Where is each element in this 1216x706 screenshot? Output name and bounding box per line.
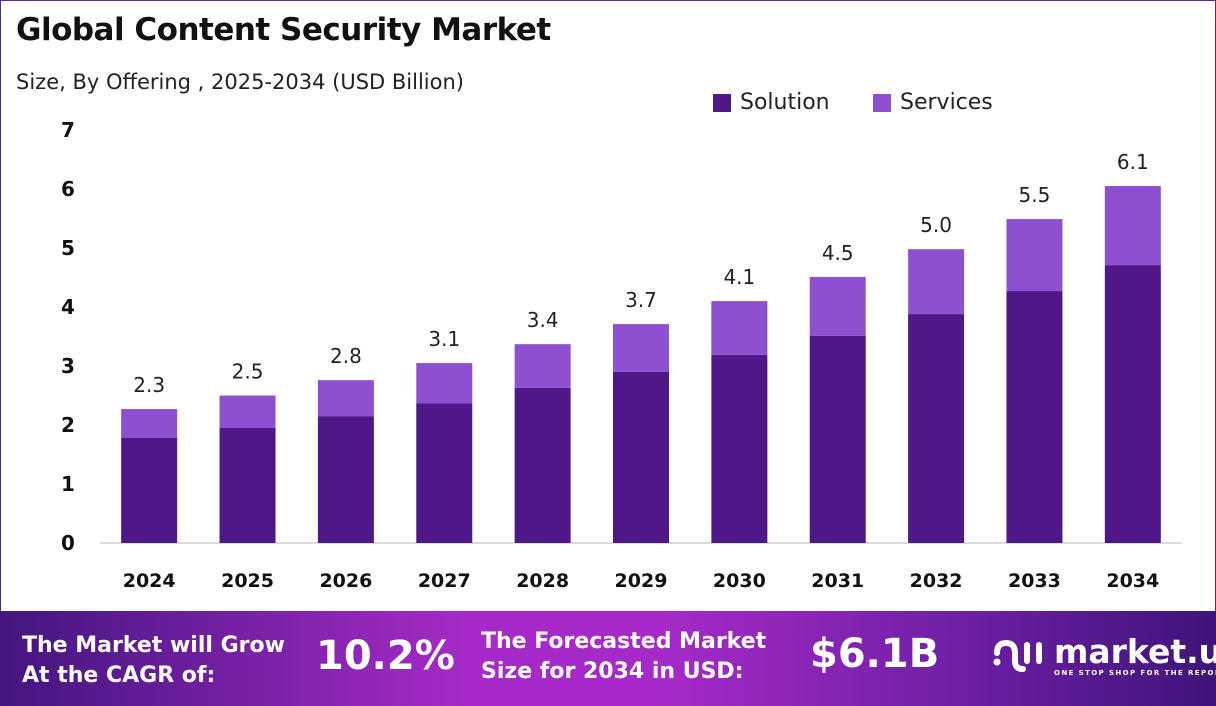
legend-item-services: Services bbox=[873, 90, 993, 115]
legend-item-solution: Solution bbox=[713, 90, 830, 115]
bar-solution-2025 bbox=[219, 427, 276, 543]
y-tick-label: 0 bbox=[61, 531, 75, 555]
bar-services-2032 bbox=[908, 249, 965, 315]
bar-solution-2033 bbox=[1006, 291, 1063, 543]
forecast-label-line1: The Forecasted Market bbox=[481, 629, 767, 654]
data-label-2026: 2.8 bbox=[330, 344, 362, 368]
bar-solution-2026 bbox=[317, 416, 374, 543]
market-us-logo-icon bbox=[993, 639, 1042, 672]
bar-services-2025 bbox=[219, 395, 276, 428]
cagr-label: The Market will Grow At the CAGR of: bbox=[22, 631, 285, 691]
summary-banner: The Market will Grow At the CAGR of: 10.… bbox=[0, 611, 1216, 706]
bar-solution-2030 bbox=[711, 354, 768, 543]
forecast-label-line2: Size for 2034 in USD: bbox=[481, 659, 744, 684]
bar-services-2024 bbox=[121, 409, 178, 438]
cagr-label-line2: At the CAGR of: bbox=[22, 663, 216, 688]
x-tick-label: 2026 bbox=[319, 570, 372, 592]
data-label-2031: 4.5 bbox=[822, 241, 854, 265]
y-tick-label: 7 bbox=[61, 118, 75, 142]
x-tick-label: 2024 bbox=[123, 570, 176, 592]
x-tick-label: 2030 bbox=[713, 570, 766, 592]
y-tick-label: 2 bbox=[61, 413, 75, 437]
legend-swatch-solution bbox=[713, 93, 731, 112]
y-tick-label: 6 bbox=[61, 177, 75, 201]
x-tick-label: 2034 bbox=[1106, 570, 1159, 592]
data-label-2024: 2.3 bbox=[133, 373, 165, 397]
cagr-label-line1: The Market will Grow bbox=[22, 633, 285, 658]
chart-title: Global Content Security Market bbox=[16, 12, 551, 48]
data-label-2028: 3.4 bbox=[527, 308, 559, 332]
forecast-value: $6.1B bbox=[810, 631, 940, 677]
data-label-2032: 5.0 bbox=[920, 213, 952, 237]
cagr-value: 10.2% bbox=[316, 633, 455, 679]
bar-solution-2032 bbox=[908, 314, 965, 543]
bar-solution-2031 bbox=[809, 335, 866, 543]
x-tick-label: 2032 bbox=[910, 570, 963, 592]
chart-subtitle: Size, By Offering , 2025-2034 (USD Billi… bbox=[16, 70, 464, 94]
data-label-2029: 3.7 bbox=[625, 288, 657, 312]
legend-label-services: Services bbox=[900, 90, 993, 115]
x-tick-label: 2025 bbox=[221, 570, 274, 592]
bar-services-2031 bbox=[809, 276, 866, 336]
bar-services-2030 bbox=[711, 301, 768, 355]
bar-solution-2029 bbox=[613, 371, 669, 543]
forecast-label: The Forecasted Market Size for 2034 in U… bbox=[481, 627, 766, 687]
market-us-logo: market.us ONE STOP SHOP FOR THE REPORTS bbox=[992, 635, 1216, 677]
y-tick-label: 4 bbox=[61, 295, 75, 319]
y-tick-label: 3 bbox=[61, 354, 75, 378]
x-tick-label: 2027 bbox=[418, 570, 471, 592]
y-tick-label: 5 bbox=[61, 236, 75, 260]
x-tick-label: 2029 bbox=[615, 570, 668, 592]
y-tick-label: 1 bbox=[61, 472, 75, 496]
bar-solution-2027 bbox=[416, 403, 473, 543]
bar-solution-2034 bbox=[1104, 265, 1161, 543]
logo-tagline: ONE STOP SHOP FOR THE REPORTS bbox=[1054, 669, 1216, 677]
x-tick-label: 2028 bbox=[516, 570, 569, 592]
data-label-2030: 4.1 bbox=[723, 265, 755, 289]
legend-label-solution: Solution bbox=[740, 90, 830, 115]
bar-services-2026 bbox=[317, 380, 374, 417]
bar-solution-2028 bbox=[514, 387, 571, 543]
logo-name: market.us bbox=[1054, 632, 1216, 671]
data-label-2034: 6.1 bbox=[1117, 150, 1149, 174]
bar-services-2034 bbox=[1104, 186, 1161, 266]
bar-services-2029 bbox=[613, 324, 669, 372]
bar-services-2027 bbox=[416, 363, 473, 404]
x-tick-label: 2031 bbox=[811, 570, 864, 592]
data-label-2033: 5.5 bbox=[1019, 183, 1051, 207]
x-tick-label: 2033 bbox=[1008, 570, 1061, 592]
bar-services-2033 bbox=[1006, 219, 1063, 292]
bar-solution-2024 bbox=[121, 437, 178, 543]
bar-chart: 0 1 2 3 4 5 6 7 2.3 2024 2.5 2025 2.8 2026 3.1 2027 3.4 2… bbox=[61, 118, 1182, 592]
data-label-2025: 2.5 bbox=[232, 360, 264, 384]
data-label-2027: 3.1 bbox=[428, 327, 460, 351]
bar-services-2028 bbox=[514, 344, 571, 388]
legend-swatch-services bbox=[873, 93, 891, 112]
